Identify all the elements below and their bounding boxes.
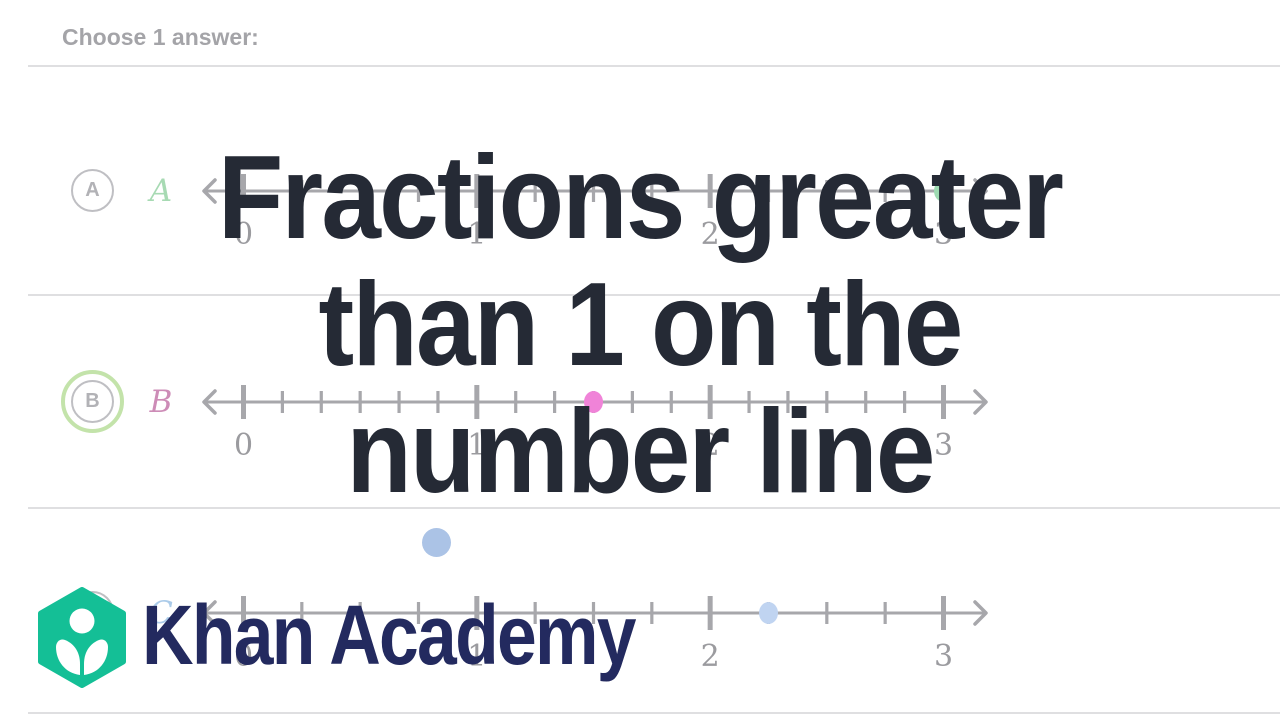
divider — [28, 507, 1280, 509]
number-line-b: 0 1 2 3 — [202, 385, 988, 463]
floating-drag-dot[interactable] — [422, 528, 451, 557]
math-letter-a: A — [149, 173, 173, 209]
number-line-c: 0 1 2 3 — [202, 596, 988, 674]
choice-radio-a-letter: A — [85, 179, 100, 201]
logo-wordmark: Khan Academy — [142, 588, 636, 682]
number-line-a: 0 1 2 3 — [202, 174, 988, 252]
khan-leaf-hexagon-icon — [38, 587, 126, 688]
choice-selected-ring — [61, 370, 124, 433]
svg-text:3: 3 — [934, 639, 953, 674]
svg-text:3: 3 — [934, 428, 953, 463]
point-dot-b[interactable] — [583, 391, 603, 413]
divider — [28, 294, 1280, 296]
choice-radio-b[interactable]: B — [71, 380, 114, 423]
choose-answer-prompt: Choose 1 answer: — [62, 24, 259, 50]
svg-text:0: 0 — [234, 217, 253, 252]
choice-radio-b-letter: B — [85, 390, 100, 412]
svg-text:0: 0 — [234, 639, 253, 674]
divider — [28, 712, 1280, 714]
svg-text:2: 2 — [701, 639, 720, 674]
math-letter-c: C — [149, 595, 173, 631]
svg-text:1: 1 — [467, 428, 486, 463]
point-dot-a[interactable] — [933, 180, 953, 202]
svg-text:1: 1 — [467, 217, 486, 252]
divider — [28, 65, 1280, 67]
svg-text:3: 3 — [934, 217, 953, 252]
svg-text:2: 2 — [701, 428, 720, 463]
point-dot-c[interactable] — [758, 602, 778, 624]
math-letter-b: B — [149, 384, 173, 420]
choice-radio-a[interactable]: A — [71, 169, 114, 212]
svg-text:2: 2 — [701, 217, 720, 252]
svg-text:1: 1 — [467, 639, 486, 674]
svg-text:0: 0 — [234, 428, 253, 463]
